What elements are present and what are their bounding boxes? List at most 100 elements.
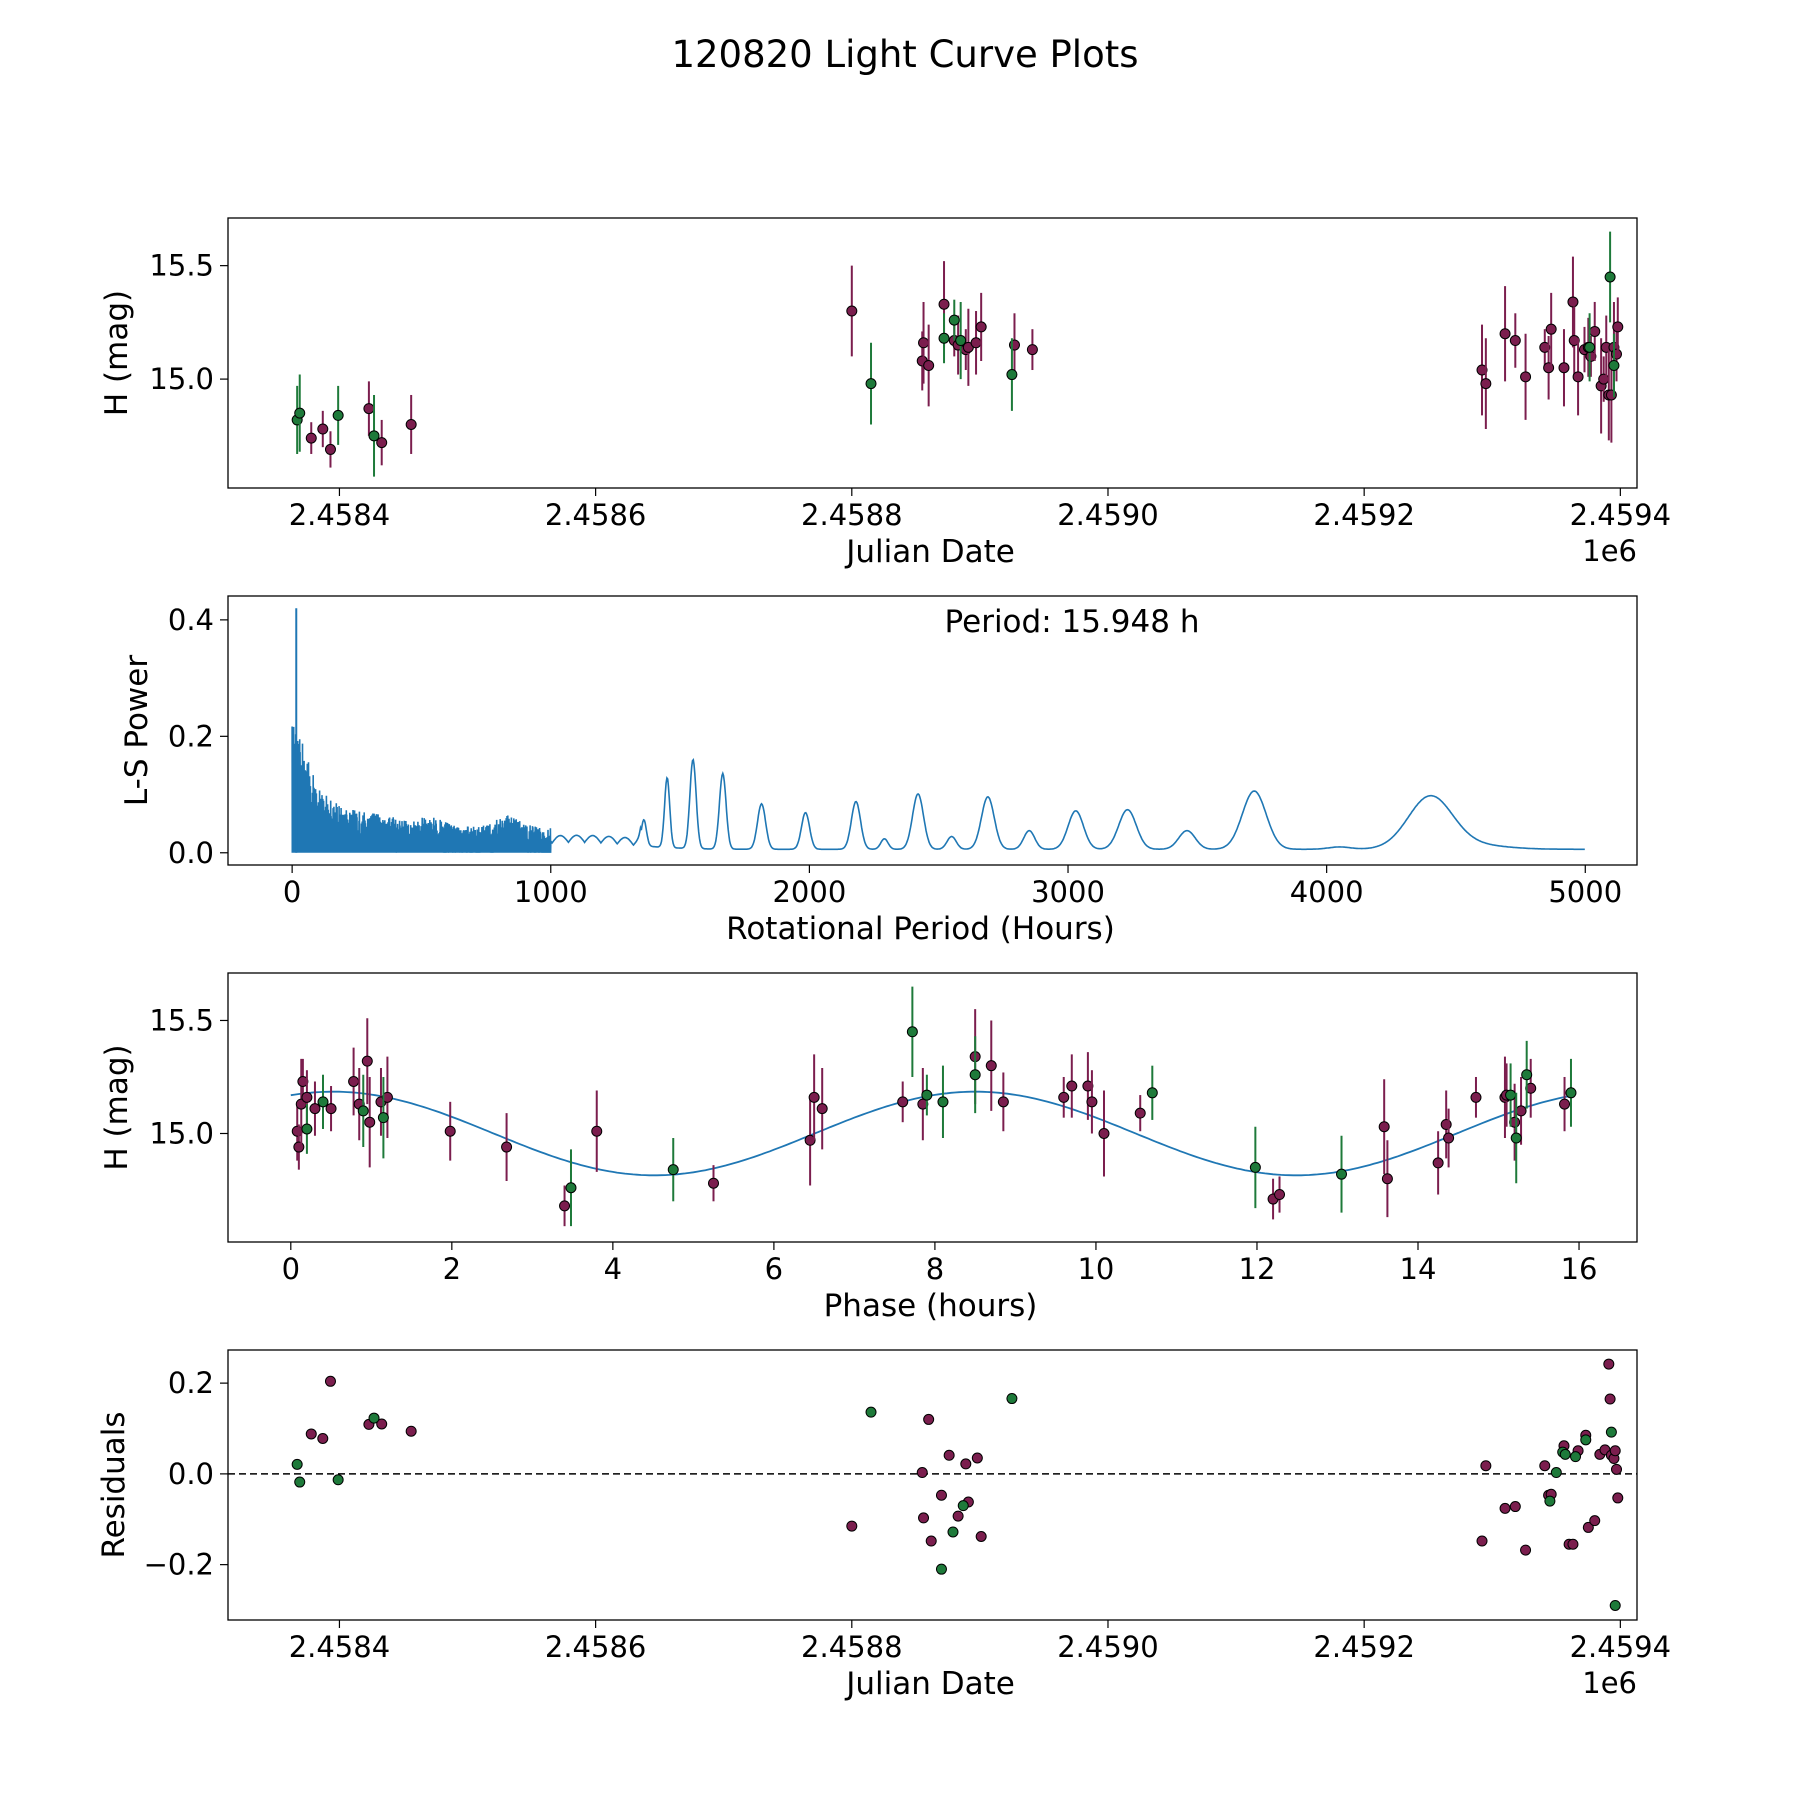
panels: 2.4584 2.4586 2.4588 2.4590 2.4592 2.4594 15.0… — [96, 217, 1671, 1702]
data-point — [1509, 335, 1521, 347]
data-point — [1567, 1538, 1579, 1550]
data-point — [444, 1125, 456, 1137]
y-axis-label: H (mag) — [99, 290, 135, 416]
x-tick-label: 0 — [282, 1252, 300, 1286]
data-point — [591, 1125, 603, 1137]
data-point — [667, 1164, 679, 1176]
data-point — [1026, 344, 1038, 356]
data-point — [952, 1510, 964, 1522]
data-point — [1378, 1121, 1390, 1133]
data-point — [1086, 1096, 1098, 1108]
data-point — [1604, 271, 1616, 283]
y-tick-label: 15.5 — [149, 1003, 214, 1037]
x-tick-label: 2.4594 — [1570, 1630, 1671, 1664]
data-point — [1066, 1080, 1078, 1092]
data-point — [1499, 328, 1511, 340]
y-axis-label: H (mag) — [99, 1044, 135, 1170]
data-point — [1470, 1091, 1482, 1103]
data-point — [1550, 1467, 1562, 1479]
x-axis-label: Julian Date — [844, 1666, 1015, 1702]
data-point — [1558, 362, 1570, 374]
data-point — [305, 432, 317, 444]
plot-area — [291, 608, 1585, 853]
periodogram-line — [291, 726, 1585, 853]
data-point — [997, 1096, 1009, 1108]
data-point — [921, 1089, 933, 1101]
data-point — [948, 314, 960, 326]
x-tick-label: 2.4586 — [545, 498, 646, 532]
x-offset-label: 1e6 — [1582, 534, 1637, 568]
x-tick-label: 5000 — [1548, 875, 1622, 909]
x-tick-label: 14 — [1400, 1252, 1437, 1286]
data-point — [1476, 1535, 1488, 1547]
data-point — [1058, 1091, 1070, 1103]
data-point — [846, 1520, 858, 1532]
data-point — [955, 335, 967, 347]
data-point — [565, 1182, 577, 1194]
data-point — [1612, 321, 1624, 333]
panel-3: 0 2 4 6 8 10 12 14 16 15.0 15.5 Phase (hours) H (mag… — [99, 972, 1638, 1324]
data-point — [1006, 369, 1018, 381]
data-point — [960, 1458, 972, 1470]
y-tick-label: −0.2 — [144, 1548, 214, 1582]
data-point — [1539, 1460, 1551, 1472]
x-tick-label: 2.4590 — [1057, 1630, 1158, 1664]
data-point — [971, 1452, 983, 1464]
data-point — [1545, 323, 1557, 335]
data-point — [1544, 1495, 1556, 1507]
data-point — [377, 1112, 389, 1124]
data-point — [301, 1123, 313, 1135]
data-point — [325, 1103, 337, 1115]
data-point — [916, 1467, 928, 1479]
x-tick-label: 16 — [1561, 1252, 1598, 1286]
x-tick-label: 2.4592 — [1313, 1630, 1414, 1664]
data-point — [865, 1406, 877, 1418]
data-point — [1608, 359, 1620, 371]
data-point — [816, 1103, 828, 1115]
data-point — [925, 1535, 937, 1547]
data-point — [1612, 1492, 1624, 1504]
data-point — [1336, 1168, 1348, 1180]
y-tick-label: 15.0 — [149, 362, 214, 396]
data-point — [294, 1476, 306, 1488]
panel-4: 2.4584 2.4586 2.4588 2.4590 2.4592 2.4594 −0.2… — [96, 1349, 1671, 1702]
x-tick-label: 2000 — [772, 875, 846, 909]
data-point — [969, 1069, 981, 1081]
data-point — [1603, 1358, 1615, 1370]
axes-frame — [227, 595, 1638, 866]
plot-area — [290, 986, 1577, 1227]
data-point — [1611, 1463, 1623, 1475]
x-tick-label: 1000 — [514, 875, 588, 909]
data-point — [376, 1418, 388, 1430]
data-point — [918, 1512, 930, 1524]
data-point — [846, 305, 858, 317]
data-point — [808, 1091, 820, 1103]
data-point — [1604, 1393, 1616, 1405]
x-tick-label: 2.4584 — [289, 498, 390, 532]
y-tick-label: 0.2 — [168, 719, 214, 753]
data-point — [1520, 1544, 1532, 1556]
x-tick-label: 2.4588 — [801, 498, 902, 532]
data-point — [1568, 335, 1580, 347]
data-point — [897, 1096, 909, 1108]
x-tick-label: 4000 — [1290, 875, 1364, 909]
data-point — [1572, 371, 1584, 383]
data-point — [975, 321, 987, 333]
data-point — [1589, 1515, 1601, 1527]
panel-1: 2.4584 2.4586 2.4588 2.4590 2.4592 2.4594 15.0… — [99, 217, 1671, 570]
data-point — [363, 403, 375, 415]
data-point — [1098, 1127, 1110, 1139]
data-point — [1582, 1521, 1594, 1533]
data-point — [405, 418, 417, 430]
x-tick-label: 3000 — [1031, 875, 1105, 909]
data-point — [324, 1375, 336, 1387]
data-point — [1249, 1161, 1261, 1173]
data-point — [938, 298, 950, 310]
data-point — [1584, 341, 1596, 353]
data-point — [1570, 1451, 1582, 1463]
data-point — [332, 1474, 344, 1486]
data-point — [1476, 364, 1488, 376]
x-axis-label: Rotational Period (Hours) — [726, 911, 1115, 947]
data-point — [291, 1458, 303, 1470]
